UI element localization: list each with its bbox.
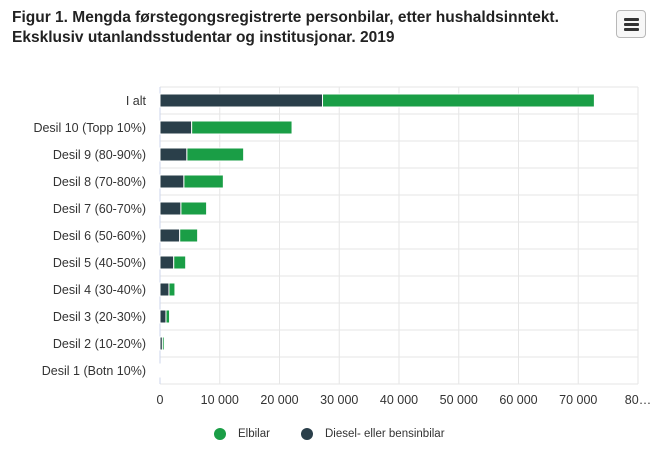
legend-marker-diesel [301, 428, 313, 440]
x-tick-label: 60 000 [499, 393, 537, 407]
category-label: I alt [126, 94, 147, 108]
bar-chart: 0 10 000 20 000 30 000 40 000 50 000 60 000 70 … [33, 86, 651, 407]
bar-diesel [159, 228, 181, 243]
chart-title: Figur 1. Mengda førstegongsregistrerte p… [12, 8, 592, 48]
x-tick-label: 30 000 [320, 393, 358, 407]
chart-title-line-2: Eksklusiv utanlandsstudentar og institus… [12, 29, 395, 46]
bar-elbil [173, 255, 187, 270]
category-label: Desil 9 (80-90%) [53, 148, 146, 162]
bar-diesel [159, 120, 193, 135]
legend-marker-elbilar [214, 428, 226, 440]
bar-elbil [161, 336, 165, 351]
bar-elbil [180, 201, 208, 216]
bar-diesel [159, 147, 188, 162]
category-label: Desil 5 (40-50%) [53, 256, 146, 270]
bar-elbil [160, 363, 162, 378]
chart-title-line-1: Figur 1. Mengda førstegongsregistrerte p… [12, 9, 559, 26]
x-tick-label: 80… [625, 393, 651, 407]
bar-elbil [183, 174, 224, 189]
bar-diesel [159, 255, 175, 270]
bar-diesel [159, 174, 185, 189]
bar-elbil [168, 282, 176, 297]
bar-diesel [159, 201, 182, 216]
category-label: Desil 7 (60-70%) [53, 202, 146, 216]
category-label: Desil 4 (30-40%) [53, 283, 146, 297]
bar-elbil [191, 120, 293, 135]
bar-diesel [159, 282, 170, 297]
category-label: Desil 10 (Topp 10%) [33, 121, 146, 135]
legend-item-elbilar[interactable]: Elbilar [214, 424, 270, 444]
legend-item-diesel[interactable]: Diesel- eller bensinbilar [301, 424, 445, 444]
category-label: Desil 2 (10-20%) [53, 337, 146, 351]
category-label: Desil 3 (20-30%) [53, 310, 146, 324]
category-label: Desil 6 (50-60%) [53, 229, 146, 243]
bar-elbil [179, 228, 199, 243]
bar-diesel [159, 93, 324, 108]
category-label: Desil 8 (70-80%) [53, 175, 146, 189]
x-tick-label: 70 000 [559, 393, 597, 407]
x-tick-label: 20 000 [260, 393, 298, 407]
x-tick-label: 40 000 [380, 393, 418, 407]
hamburger-menu-icon[interactable] [616, 10, 646, 38]
x-tick-label: 50 000 [440, 393, 478, 407]
category-label: Desil 1 (Botn 10%) [42, 364, 146, 378]
legend: Elbilar Diesel- eller bensinbilar [0, 424, 664, 444]
bar-elbil [165, 309, 171, 324]
x-tick-label: 10 000 [201, 393, 239, 407]
x-tick-label: 0 [157, 393, 164, 407]
bar-elbil [322, 93, 595, 108]
legend-label-diesel: Diesel- eller bensinbilar [325, 428, 445, 440]
bar-elbil [186, 147, 245, 162]
bar-diesel [159, 309, 167, 324]
legend-label-elbilar: Elbilar [238, 428, 270, 440]
